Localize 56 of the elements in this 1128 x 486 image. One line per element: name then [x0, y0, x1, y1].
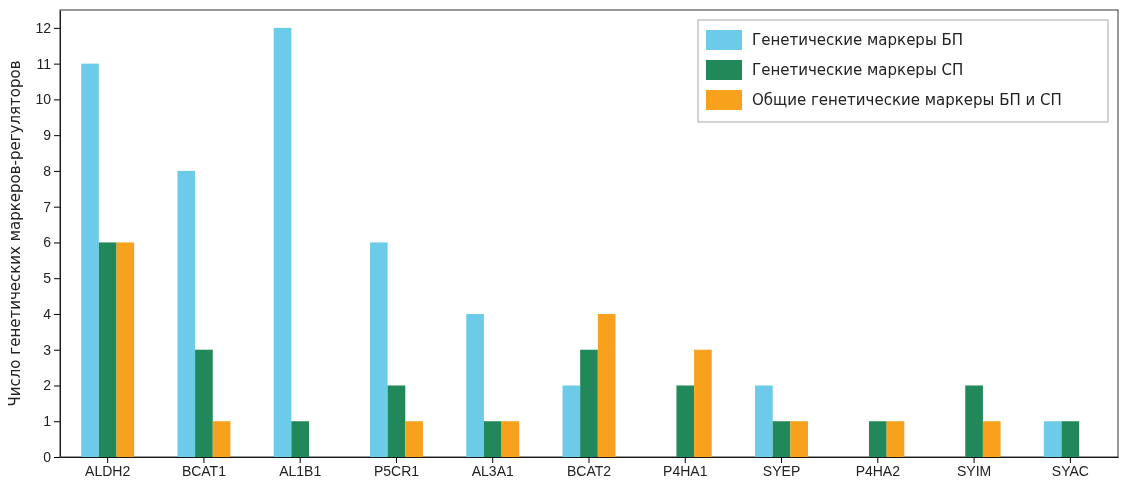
x-tick-label: ALDH2: [85, 462, 131, 479]
bar: [562, 385, 581, 457]
x-tick-label: AL3A1: [471, 462, 514, 479]
bar: [405, 421, 423, 457]
bar: [387, 385, 406, 457]
y-tick-label: 12: [35, 19, 52, 36]
x-tick-label: SYEP: [762, 462, 801, 479]
y-tick-label: 5: [43, 270, 52, 287]
bar: [868, 421, 887, 457]
x-tick-label: P4HA1: [663, 462, 708, 479]
bar: [273, 27, 292, 457]
legend-label: Общие генетические маркеры БП и СП: [752, 91, 1062, 109]
bar: [466, 313, 484, 457]
bar: [965, 385, 983, 457]
bar: [195, 349, 213, 457]
bar: [1061, 421, 1080, 457]
bar: [982, 421, 1001, 457]
legend-label: Генетические маркеры СП: [752, 61, 964, 79]
x-tick-label: BCAT2: [566, 462, 612, 479]
y-tick-label: 4: [43, 305, 52, 322]
bar: [886, 421, 905, 457]
bar: [116, 242, 135, 457]
y-tick-label: 1: [43, 413, 52, 430]
y-tick-label: 8: [43, 162, 52, 179]
bar: [755, 385, 773, 457]
x-tick-label: AL1B1: [279, 462, 322, 479]
y-tick-label: 7: [43, 198, 52, 215]
bar: [580, 349, 598, 457]
x-tick-label: BCAT1: [181, 462, 227, 479]
bar: [772, 421, 791, 457]
bar: [177, 170, 196, 457]
y-tick-label: 6: [43, 234, 52, 251]
bar: [790, 421, 809, 457]
y-axis-title: Число генетических маркеров-регуляторов: [6, 60, 24, 407]
x-tick-label: P4HA2: [855, 462, 901, 479]
bar: [98, 242, 117, 457]
bar: [369, 242, 388, 457]
bar: [694, 349, 712, 457]
y-tick-label: 10: [35, 91, 52, 108]
x-tick-label: SYIM: [956, 462, 992, 479]
x-tick-label: SYAC: [1051, 462, 1089, 479]
y-tick-label: 11: [36, 55, 52, 72]
x-tick-label: P5CR1: [373, 462, 420, 479]
y-tick-label: 9: [43, 127, 52, 144]
bar: [291, 421, 310, 457]
y-tick-label: 2: [43, 377, 52, 394]
legend-label: Генетические маркеры БП: [752, 31, 964, 49]
bar: [597, 313, 616, 457]
y-tick-label: 3: [43, 341, 52, 358]
bar: [483, 421, 502, 457]
bar: [501, 421, 520, 457]
bar: [1043, 421, 1062, 457]
bar: [212, 421, 231, 457]
y-tick-label: 0: [43, 448, 52, 465]
bar: [81, 63, 99, 457]
bar: [676, 385, 695, 457]
